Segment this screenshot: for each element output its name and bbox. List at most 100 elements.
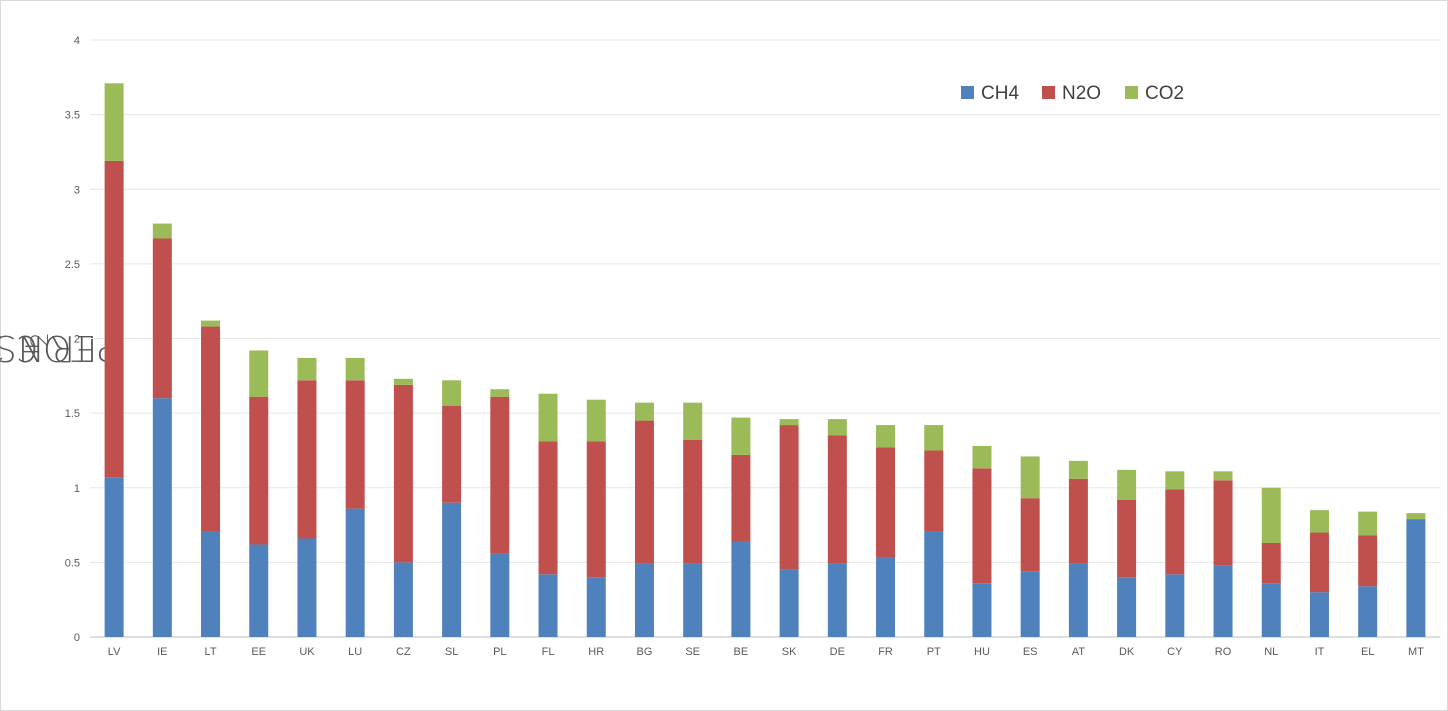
bar-segment-n2o bbox=[152, 238, 172, 399]
bar-segment-ch4 bbox=[731, 541, 751, 637]
bar-segment-co2 bbox=[1068, 460, 1088, 479]
bar-segment-ch4 bbox=[297, 538, 317, 637]
x-tick-label: CZ bbox=[396, 646, 411, 658]
legend-swatch-n2o bbox=[1042, 86, 1055, 99]
bar-segment-ch4 bbox=[586, 577, 606, 637]
bar-segment-ch4 bbox=[1358, 586, 1378, 637]
bar-segment-ch4 bbox=[634, 563, 654, 637]
y-tick-label: 0.5 bbox=[65, 557, 80, 569]
bar-segment-co2 bbox=[827, 419, 847, 436]
bar-segment-co2 bbox=[1261, 487, 1281, 543]
bar-segment-co2 bbox=[924, 425, 944, 451]
bar-segment-co2 bbox=[538, 393, 558, 442]
bar-segment-co2 bbox=[972, 445, 992, 469]
bar-segment-ch4 bbox=[683, 563, 703, 637]
bar-segment-ch4 bbox=[345, 508, 365, 637]
bar-segment-n2o bbox=[490, 396, 510, 554]
x-tick-label: EE bbox=[251, 646, 266, 658]
bar-segment-co2 bbox=[1358, 511, 1378, 536]
bar-segment-co2 bbox=[1213, 471, 1233, 481]
bar-segment-n2o bbox=[249, 396, 269, 545]
x-tick-label: CY bbox=[1167, 646, 1183, 658]
bar-segment-n2o bbox=[538, 441, 558, 575]
x-tick-label: BG bbox=[637, 646, 653, 658]
y-tick-label: 1.5 bbox=[65, 408, 80, 420]
bar-segment-ch4 bbox=[490, 553, 510, 637]
y-tick-label: 2.5 bbox=[65, 259, 80, 271]
bar-segment-n2o bbox=[924, 450, 944, 532]
legend-label-n2o: N2O bbox=[1062, 83, 1101, 104]
bar-segment-n2o bbox=[345, 380, 365, 509]
bar-segment-n2o bbox=[634, 420, 654, 564]
bar-segment-ch4 bbox=[972, 583, 992, 637]
legend: CH4 N2O CO2 bbox=[961, 83, 1184, 104]
x-tick-label: IT bbox=[1315, 646, 1325, 658]
x-tick-labels: LV IE LT EE UK LU CZ SL PL FL HR BG SE BE SK DE FR PT HU ES… bbox=[108, 646, 1424, 658]
bar-segment-ch4 bbox=[1117, 577, 1137, 637]
y-tick-label: 1 bbox=[74, 483, 80, 495]
x-tick-label: ES bbox=[1023, 646, 1038, 658]
bar-segment-ch4 bbox=[876, 557, 896, 637]
bar-segment-co2 bbox=[1406, 513, 1426, 520]
bar-segment-co2 bbox=[201, 320, 221, 327]
y-tick-label: 0 bbox=[74, 632, 80, 644]
bar-segment-co2 bbox=[249, 350, 269, 397]
x-tick-label: FL bbox=[542, 646, 555, 658]
x-tick-label: MT bbox=[1408, 646, 1424, 658]
bar-segment-n2o bbox=[104, 160, 124, 478]
x-tick-label: EL bbox=[1361, 646, 1374, 658]
bar-segment-co2 bbox=[634, 402, 654, 421]
x-tick-label: PT bbox=[927, 646, 941, 658]
bar-segment-ch4 bbox=[249, 544, 269, 637]
x-tick-label: SK bbox=[782, 646, 797, 658]
y-tick-label: 3.5 bbox=[65, 110, 80, 122]
y-tick-labels: 0 0.5 1 1.5 2 2.5 3 3.5 4 bbox=[65, 35, 80, 644]
x-tick-label: LT bbox=[205, 646, 217, 658]
bar-segment-n2o bbox=[1020, 498, 1040, 572]
bar-segment-ch4 bbox=[442, 502, 462, 637]
x-tick-label: IE bbox=[157, 646, 167, 658]
bar-segment-ch4 bbox=[779, 569, 799, 637]
bar-segment-co2 bbox=[876, 425, 896, 448]
bar-segment-co2 bbox=[779, 419, 799, 426]
legend-label-co2: CO2 bbox=[1145, 83, 1184, 104]
bar-segment-co2 bbox=[152, 223, 172, 239]
bar-segment-ch4 bbox=[538, 574, 558, 637]
bar-segment-n2o bbox=[393, 384, 413, 563]
bar-segment-co2 bbox=[1117, 469, 1137, 500]
bar-segment-ch4 bbox=[1213, 565, 1233, 637]
legend-swatch-ch4 bbox=[961, 86, 974, 99]
bar-segment-co2 bbox=[586, 399, 606, 442]
bar-segment-n2o bbox=[1261, 542, 1281, 584]
bar-segment-co2 bbox=[1020, 456, 1040, 499]
bar-segment-co2 bbox=[297, 357, 317, 381]
bar-segment-n2o bbox=[779, 425, 799, 570]
bar-segment-n2o bbox=[683, 439, 703, 564]
y-tick-label: 3 bbox=[74, 184, 80, 196]
bar-segment-ch4 bbox=[827, 563, 847, 637]
x-tick-label: LV bbox=[108, 646, 121, 658]
bar-segment-co2 bbox=[393, 378, 413, 385]
bar-segment-ch4 bbox=[201, 531, 221, 637]
x-tick-label: BE bbox=[734, 646, 749, 658]
x-tick-label: DK bbox=[1119, 646, 1135, 658]
bar-segment-n2o bbox=[876, 447, 896, 558]
bar-segment-ch4 bbox=[1261, 583, 1281, 637]
x-tick-label: PL bbox=[493, 646, 506, 658]
bar-segment-co2 bbox=[104, 83, 124, 161]
bar-segment-n2o bbox=[1165, 489, 1185, 575]
bar-segment-n2o bbox=[1213, 480, 1233, 566]
x-tick-label: SL bbox=[445, 646, 458, 658]
bar-segment-co2 bbox=[1165, 471, 1185, 490]
bar-segment-ch4 bbox=[393, 562, 413, 637]
legend-swatch-co2 bbox=[1125, 86, 1138, 99]
bar-segment-ch4 bbox=[1406, 519, 1426, 637]
bar-segment-n2o bbox=[827, 435, 847, 564]
x-tick-label: NL bbox=[1264, 646, 1278, 658]
gridlines bbox=[90, 39, 1440, 638]
x-tick-label: HR bbox=[588, 646, 604, 658]
bar-segment-n2o bbox=[586, 441, 606, 578]
bar-segment-co2 bbox=[345, 357, 365, 381]
y-tick-label: 4 bbox=[74, 35, 80, 47]
